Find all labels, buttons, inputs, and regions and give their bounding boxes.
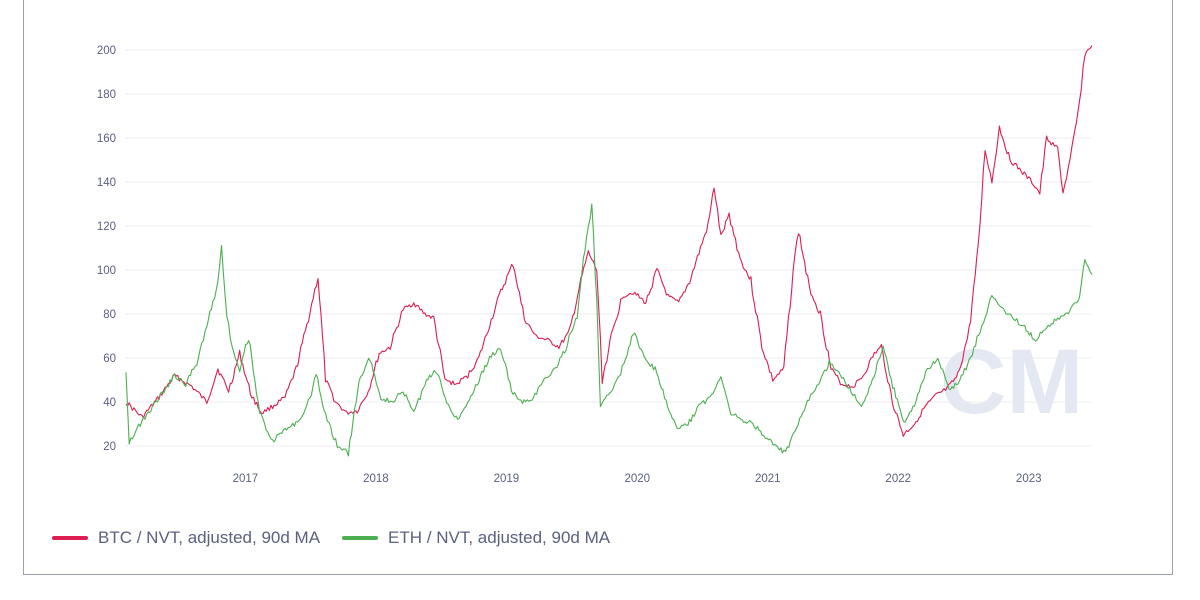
y-tick-label: 80 <box>103 309 116 321</box>
x-tick-label: 2019 <box>494 473 520 485</box>
y-tick-label: 100 <box>97 265 116 277</box>
grid-layer <box>126 49 1092 447</box>
series-line-btc <box>125 45 1093 437</box>
legend-label-btc: BTC / NVT, adjusted, 90d MA <box>98 528 321 547</box>
legend-item-eth[interactable]: ETH / NVT, adjusted, 90d MA <box>342 528 610 548</box>
legend: BTC / NVT, adjusted, 90d MA ETH / NVT, a… <box>52 528 632 548</box>
x-tick-label: 2018 <box>363 473 389 485</box>
y-tick-label: 120 <box>97 221 116 233</box>
y-tick-label: 180 <box>97 89 116 101</box>
x-tick-label: 2023 <box>1016 473 1042 485</box>
x-tick-label: 2021 <box>755 473 781 485</box>
x-tick-label: 2017 <box>233 473 259 485</box>
legend-item-btc[interactable]: BTC / NVT, adjusted, 90d MA <box>52 528 320 548</box>
legend-swatch-btc <box>52 536 88 540</box>
y-tick-label: 40 <box>103 397 116 409</box>
x-tick-label: 2020 <box>624 473 650 485</box>
watermark: CM <box>940 331 1083 433</box>
x-tick-label: 2022 <box>885 473 911 485</box>
y-tick-label: 60 <box>103 353 116 365</box>
series-line-eth <box>125 203 1093 457</box>
y-tick-label: 140 <box>97 177 116 189</box>
y-tick-label: 20 <box>103 441 116 453</box>
y-tick-label: 160 <box>97 133 116 145</box>
series-layer <box>125 45 1093 457</box>
y-tick-label: 200 <box>97 45 116 57</box>
legend-swatch-eth <box>342 536 379 540</box>
x-axis: 2017 2018 2019 2020 2021 2022 2023 <box>233 473 1042 485</box>
legend-label-eth: ETH / NVT, adjusted, 90d MA <box>388 528 611 547</box>
y-axis: 20 40 60 80 100 120 140 160 180 200 <box>97 45 116 453</box>
